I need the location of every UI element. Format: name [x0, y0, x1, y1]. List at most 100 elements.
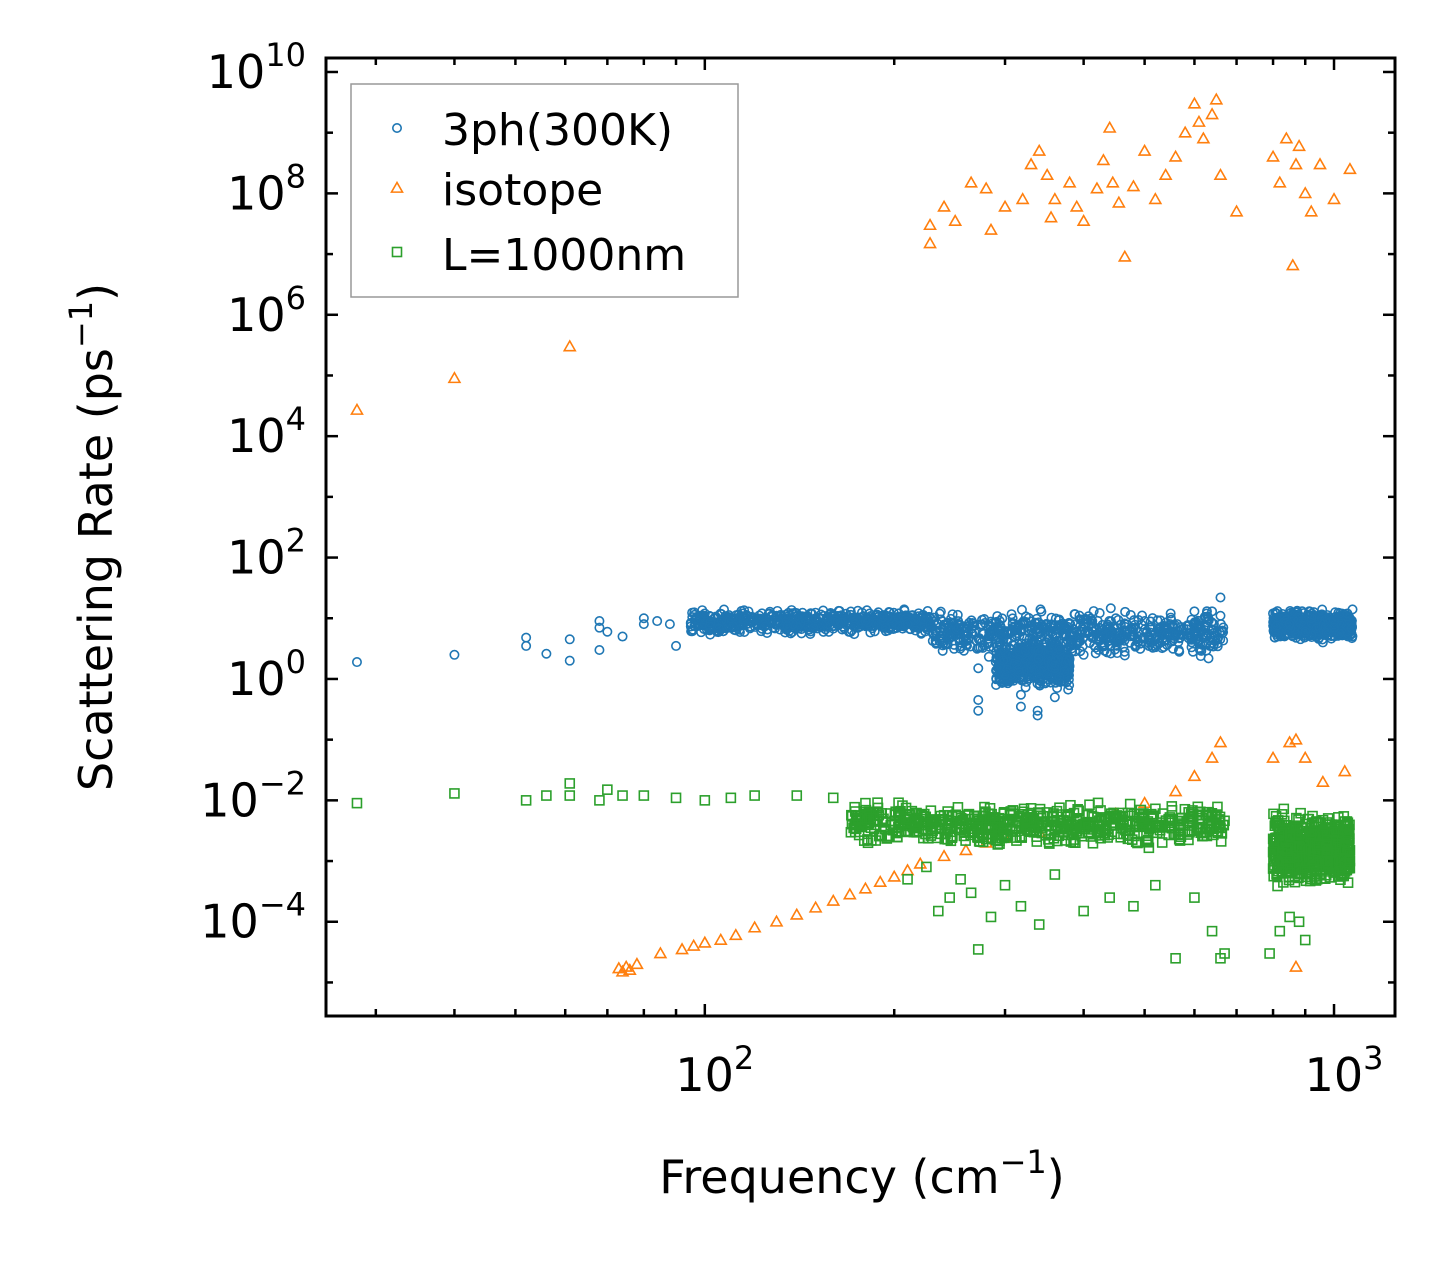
data-point-band: [1102, 621, 1113, 632]
data-point: [1148, 192, 1163, 205]
data-point: [902, 619, 913, 630]
data-point-band: [1144, 632, 1155, 643]
data-point-band: [1069, 823, 1081, 835]
data-point-band: [1071, 626, 1082, 637]
data-point-band: [1115, 627, 1126, 638]
data-point-band: [1129, 820, 1141, 831]
data-point-band: [835, 617, 846, 628]
data-point-band: [1098, 827, 1109, 839]
data-point: [1289, 157, 1303, 170]
data-point: [622, 962, 637, 975]
data-layer: [350, 92, 1358, 977]
y-tick-label: 108: [227, 157, 306, 220]
data-point-band: [1143, 842, 1155, 854]
data-point-band: [1034, 666, 1045, 677]
data-point: [973, 663, 984, 674]
data-point: [937, 849, 951, 862]
data-point: [449, 788, 460, 799]
data-point-band: [1157, 643, 1168, 654]
data-point-band: [1340, 820, 1352, 831]
legend-marker-1: [390, 180, 404, 193]
data-point-band: [1099, 645, 1110, 656]
data-point-band: [1026, 622, 1037, 633]
data-point: [725, 613, 736, 624]
data-point-band: [1129, 830, 1140, 842]
data-point-band: [1145, 616, 1156, 627]
data-point-band: [1316, 613, 1327, 624]
data-point-band: [925, 805, 937, 816]
data-point-band: [1199, 622, 1210, 633]
data-point-band: [1033, 629, 1044, 640]
data-point-band: [1015, 811, 1027, 822]
data-point: [564, 634, 575, 645]
data-point: [541, 648, 552, 659]
data-point-band: [952, 609, 963, 620]
data-point-band: [1284, 867, 1296, 879]
data-point-band: [880, 622, 891, 633]
data-point: [1102, 120, 1117, 133]
data-point-band: [1002, 656, 1013, 667]
data-point-band: [1105, 603, 1116, 614]
data-point-band: [1036, 606, 1047, 617]
data-point: [939, 622, 950, 633]
data-point: [985, 911, 997, 923]
data-point-band: [1138, 808, 1149, 819]
data-point-band: [1191, 616, 1202, 627]
data-point-band: [1115, 819, 1126, 830]
data-point-band: [976, 637, 987, 648]
data-point-band: [1022, 824, 1033, 835]
data-point: [1323, 845, 1334, 856]
data-point-band: [1280, 629, 1291, 640]
data-point-band: [689, 609, 700, 620]
data-point-band: [893, 613, 904, 624]
data-point-band: [878, 813, 889, 825]
data-point-band: [1322, 857, 1334, 868]
data-point: [1213, 735, 1228, 748]
data-point-band: [1196, 812, 1208, 824]
data-point-band: [1002, 830, 1014, 841]
data-point-band: [1052, 682, 1063, 693]
data-point-band: [1212, 801, 1223, 813]
data-point: [1069, 199, 1084, 212]
data-point-band: [1182, 624, 1193, 635]
data-point-band: [1204, 821, 1215, 832]
data-point-band: [1187, 805, 1198, 816]
data-point: [860, 616, 871, 627]
data-point-band: [945, 832, 957, 843]
data-point: [564, 790, 576, 801]
y-tick-label: 104: [227, 400, 306, 463]
data-point-band: [1308, 861, 1320, 872]
data-point-band: [738, 618, 749, 629]
data-point: [984, 222, 998, 235]
data-point: [1274, 925, 1286, 937]
data-point: [1206, 925, 1218, 937]
data-point: [1279, 131, 1294, 144]
data-point-band: [1334, 628, 1345, 639]
data-point-band: [1207, 637, 1218, 648]
data-point: [902, 874, 913, 885]
data-point-band: [1303, 851, 1315, 862]
data-point-band: [729, 622, 740, 633]
data-point-band: [1305, 828, 1317, 840]
data-point-band: [1026, 662, 1037, 673]
data-point-band: [1059, 629, 1070, 640]
data-point-band: [1058, 815, 1069, 827]
data-point-band: [1175, 621, 1186, 632]
data-point-band: [955, 641, 966, 652]
data-point: [1000, 669, 1011, 680]
data-point-band: [1063, 655, 1074, 666]
data-point: [1327, 192, 1341, 205]
data-point: [1313, 157, 1327, 170]
data-point-band: [1086, 618, 1097, 629]
data-point: [541, 790, 552, 801]
data-point: [670, 792, 682, 804]
data-point: [1347, 604, 1358, 615]
data-point-band: [749, 613, 760, 624]
y-tick-label: 1010: [207, 36, 306, 99]
data-point: [1209, 92, 1224, 105]
data-point-band: [788, 619, 799, 630]
data-point-band: [995, 660, 1006, 671]
data-point: [594, 795, 605, 806]
data-point: [1215, 592, 1226, 603]
data-point: [1078, 905, 1089, 917]
